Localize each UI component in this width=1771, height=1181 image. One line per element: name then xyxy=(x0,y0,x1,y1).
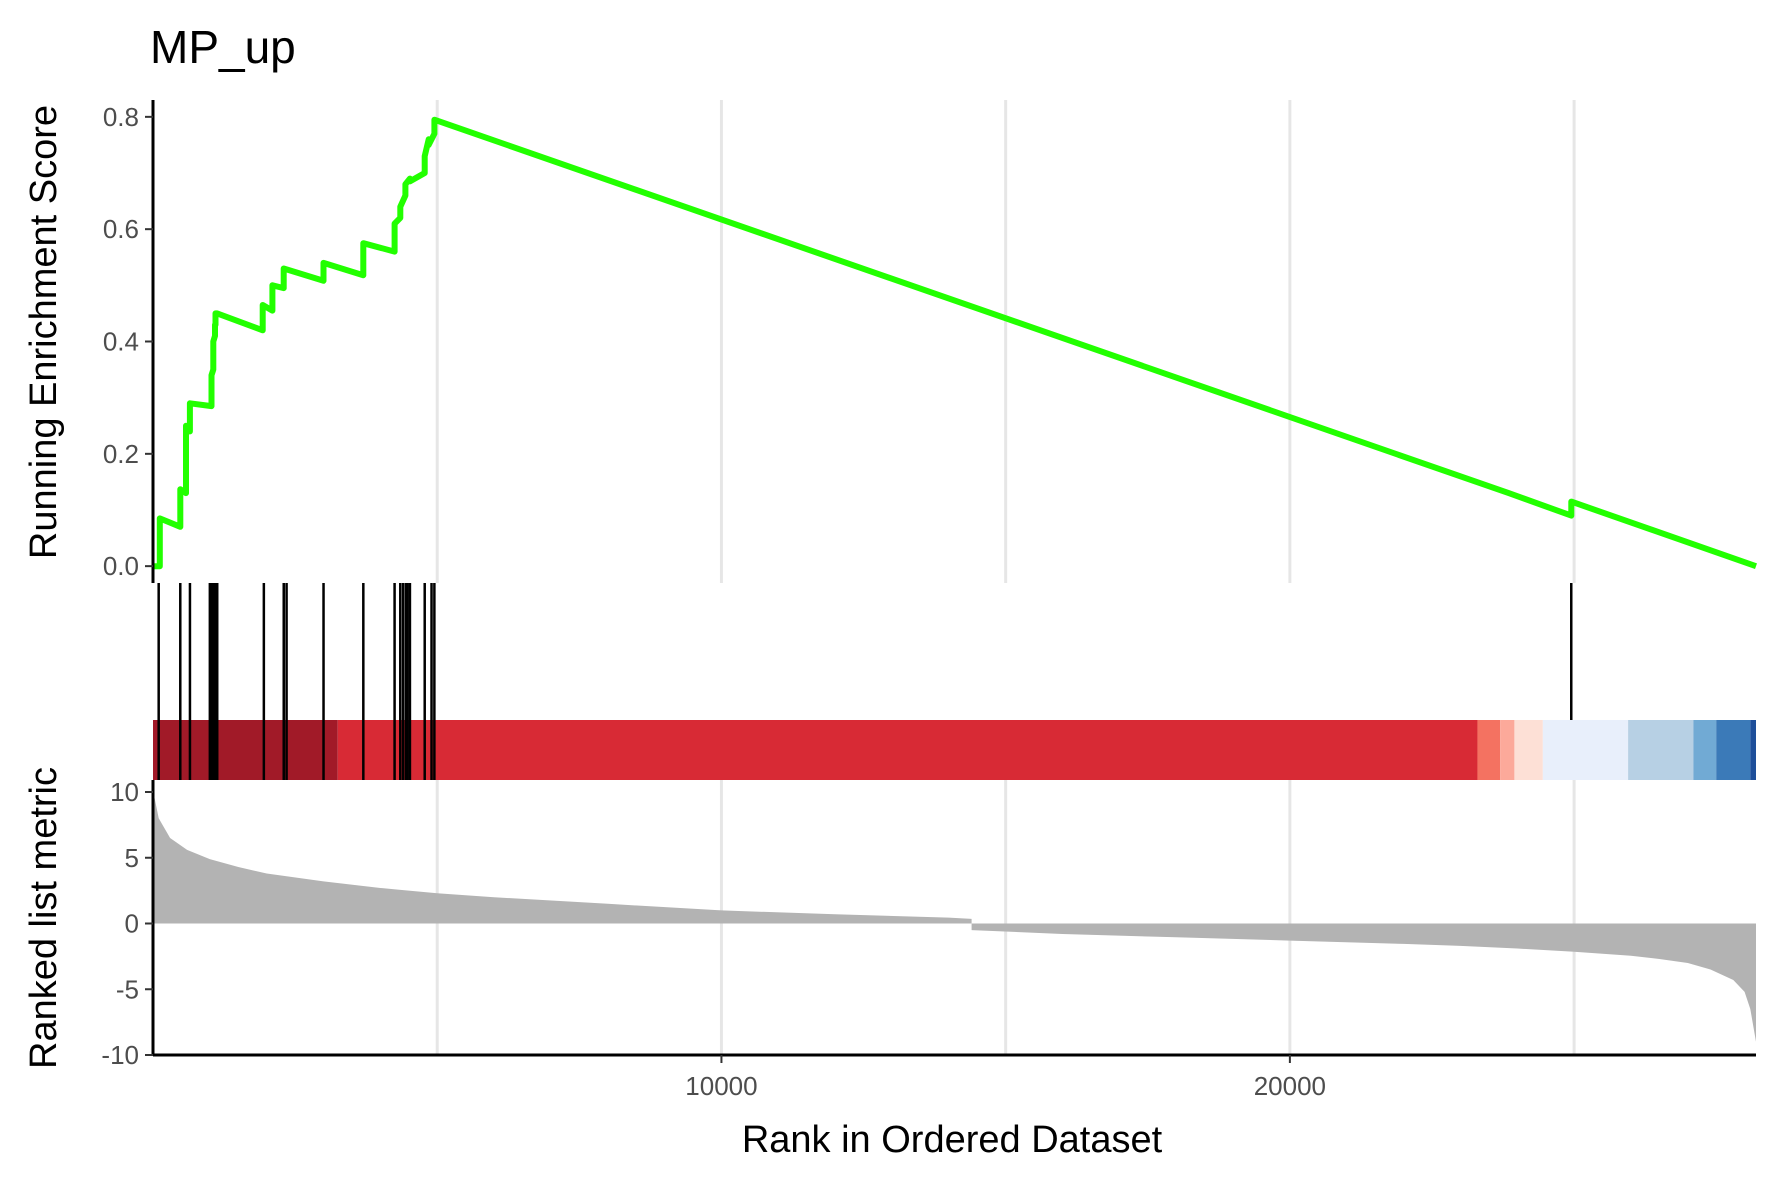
metric-y-tick-label: 0 xyxy=(125,909,139,939)
enrichment-y-tick-label: 0.4 xyxy=(103,327,139,357)
enrichment-gridlines xyxy=(435,100,1576,583)
x-axis-title: Rank in Ordered Dataset xyxy=(742,1119,1163,1161)
x-tick-label: 10000 xyxy=(685,1071,757,1101)
color-bar xyxy=(153,720,1756,780)
enrichment-y-tick-label: 0.8 xyxy=(103,102,139,132)
metric-y-tick-label: 5 xyxy=(125,843,139,873)
chart-title: MP_up xyxy=(150,21,296,73)
ranked-metric-area xyxy=(153,792,1756,1042)
color-bar-segment xyxy=(1542,720,1629,780)
color-bar-segment xyxy=(1477,720,1501,780)
tick-labels: 0.0 0.2 0.4 0.6 0.8 -10 -5 0 5 10 10000 20000 xyxy=(101,102,1326,1101)
x-tick-label: 20000 xyxy=(1254,1071,1326,1101)
color-bar-segment xyxy=(1750,720,1756,780)
color-bar-segment xyxy=(337,720,1478,780)
color-bar-segment xyxy=(1716,720,1751,780)
metric-y-tick-label: 10 xyxy=(110,777,139,807)
metric-y-tick-label: -10 xyxy=(101,1040,139,1070)
y-axis-title-metric: Ranked list metric xyxy=(23,767,65,1069)
color-bar-segment xyxy=(1693,720,1717,780)
enrichment-score-line xyxy=(153,116,1757,570)
enrichment-y-tick-label: 0.6 xyxy=(103,214,139,244)
enrichment-y-tick-label: 0.2 xyxy=(103,439,139,469)
metric-y-tick-label: -5 xyxy=(116,974,139,1004)
color-bar-segment xyxy=(1500,720,1515,780)
enrichment-y-tick-label: 0.0 xyxy=(103,551,139,581)
gene-hit-marks xyxy=(157,583,1573,780)
color-bar-segment xyxy=(1514,720,1543,780)
ranked-metric-area-group xyxy=(153,792,1756,1042)
color-bar-segment xyxy=(1628,720,1694,780)
color-bar-segment xyxy=(153,720,338,780)
enrichment-line-group xyxy=(153,116,1757,570)
y-axis-title-enrichment: Running Enrichment Score xyxy=(23,105,65,559)
